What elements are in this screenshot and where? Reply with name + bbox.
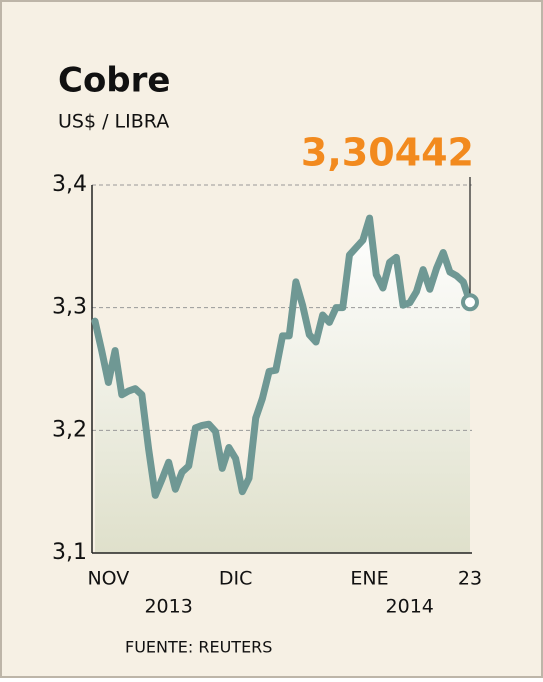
x-tick-label: DIC: [219, 568, 253, 590]
chart-title: Cobre: [58, 61, 170, 101]
source: FUENTE: REUTERS: [125, 638, 272, 657]
year-label: 2013: [144, 596, 192, 618]
y-tick-label: 3,3: [52, 295, 87, 320]
y-tick-label: 3,1: [52, 540, 87, 565]
subtitle: US$ / LIBRA: [58, 111, 169, 133]
y-tick-label: 3,2: [52, 417, 87, 442]
x-tick-label: 23: [458, 568, 482, 590]
value-label: 3,30442: [301, 131, 474, 175]
year-label: 2014: [386, 596, 434, 618]
line: [91, 214, 474, 499]
x-tick-label: ENE: [350, 568, 388, 590]
last-point: [461, 293, 479, 312]
y-tick-label: 3,4: [52, 172, 87, 197]
x-tick-label: NOV: [87, 568, 129, 590]
